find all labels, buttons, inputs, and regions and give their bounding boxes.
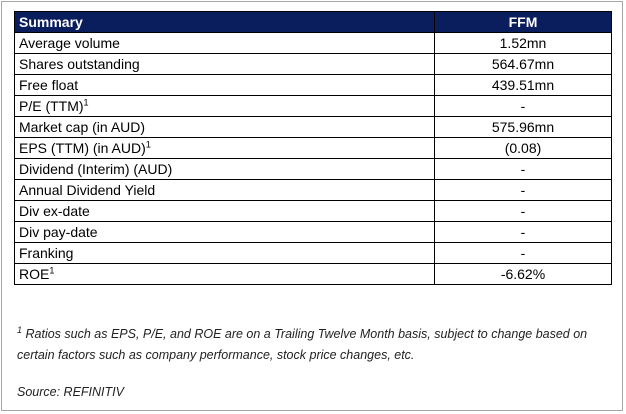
- table-header-row: Summary FFM: [14, 11, 612, 33]
- table-row: Market cap (in AUD) 575.96mn: [14, 116, 612, 138]
- row-value: -: [434, 179, 612, 201]
- row-value: -: [434, 242, 612, 264]
- row-label: Free float: [14, 74, 435, 96]
- table-row: Average volume 1.52mn: [14, 32, 612, 54]
- row-label-text: Free float: [19, 77, 79, 93]
- source-note: Source: REFINITIV: [17, 385, 124, 399]
- footnote-ref: 1: [49, 265, 55, 276]
- row-label-text: ROE: [19, 266, 50, 282]
- footnote: 1 Ratios such as EPS, P/E, and ROE are o…: [17, 324, 617, 366]
- row-value: 1.52mn: [434, 32, 612, 54]
- row-value: -: [434, 221, 612, 243]
- row-value: -6.62%: [434, 263, 612, 285]
- row-label-text: Franking: [19, 245, 74, 261]
- row-label: Dividend (Interim) (AUD): [14, 158, 435, 180]
- row-label-text: Div pay-date: [19, 224, 98, 240]
- header-ticker: FFM: [434, 11, 612, 33]
- row-value: (0.08): [434, 137, 612, 159]
- row-label: Market cap (in AUD): [14, 116, 435, 138]
- table-row: P/E (TTM)1-: [14, 95, 612, 117]
- row-label: Average volume: [14, 32, 435, 54]
- row-value: -: [434, 200, 612, 222]
- header-summary: Summary: [14, 11, 435, 33]
- footnote-text: Ratios such as EPS, P/E, and ROE are on …: [17, 327, 588, 362]
- row-label: Div pay-date: [14, 221, 435, 243]
- row-label: Div ex-date: [14, 200, 435, 222]
- row-value: 439.51mn: [434, 74, 612, 96]
- row-value: 575.96mn: [434, 116, 612, 138]
- footnote-ref: 1: [145, 139, 151, 150]
- row-value: -: [434, 158, 612, 180]
- row-label: Franking: [14, 242, 435, 264]
- row-value: 564.67mn: [434, 53, 612, 75]
- row-label: Shares outstanding: [14, 53, 435, 75]
- row-label: ROE1: [14, 263, 435, 285]
- row-label-text: Market cap (in AUD): [19, 119, 146, 135]
- row-value: -: [434, 95, 612, 117]
- table-row: EPS (TTM) (in AUD)1 (0.08): [14, 137, 612, 159]
- row-label: P/E (TTM)1: [14, 95, 435, 117]
- row-label: Annual Dividend Yield: [14, 179, 435, 201]
- table-row: Shares outstanding 564.67mn: [14, 53, 612, 75]
- row-label-text: EPS (TTM) (in AUD): [19, 140, 146, 156]
- table-row: Annual Dividend Yield -: [14, 179, 612, 201]
- row-label-text: Annual Dividend Yield: [19, 182, 156, 198]
- footnote-ref: 1: [83, 97, 89, 108]
- row-label-text: Average volume: [19, 35, 120, 51]
- table-row: Franking -: [14, 242, 612, 264]
- table-row: ROE1 -6.62%: [14, 263, 612, 285]
- table-row: Dividend (Interim) (AUD) -: [14, 158, 612, 180]
- table-row: Div ex-date -: [14, 200, 612, 222]
- row-label-text: Div ex-date: [19, 203, 90, 219]
- footnote-marker: 1: [17, 324, 23, 335]
- table-row: Free float 439.51mn: [14, 74, 612, 96]
- summary-table: Summary FFM Average volume 1.52mn Shares o…: [14, 11, 612, 285]
- row-label-text: Shares outstanding: [19, 56, 140, 72]
- row-label-text: P/E (TTM): [19, 98, 84, 114]
- row-label: EPS (TTM) (in AUD)1: [14, 137, 435, 159]
- table-row: Div pay-date -: [14, 221, 612, 243]
- row-label-text: Dividend (Interim) (AUD): [19, 161, 173, 177]
